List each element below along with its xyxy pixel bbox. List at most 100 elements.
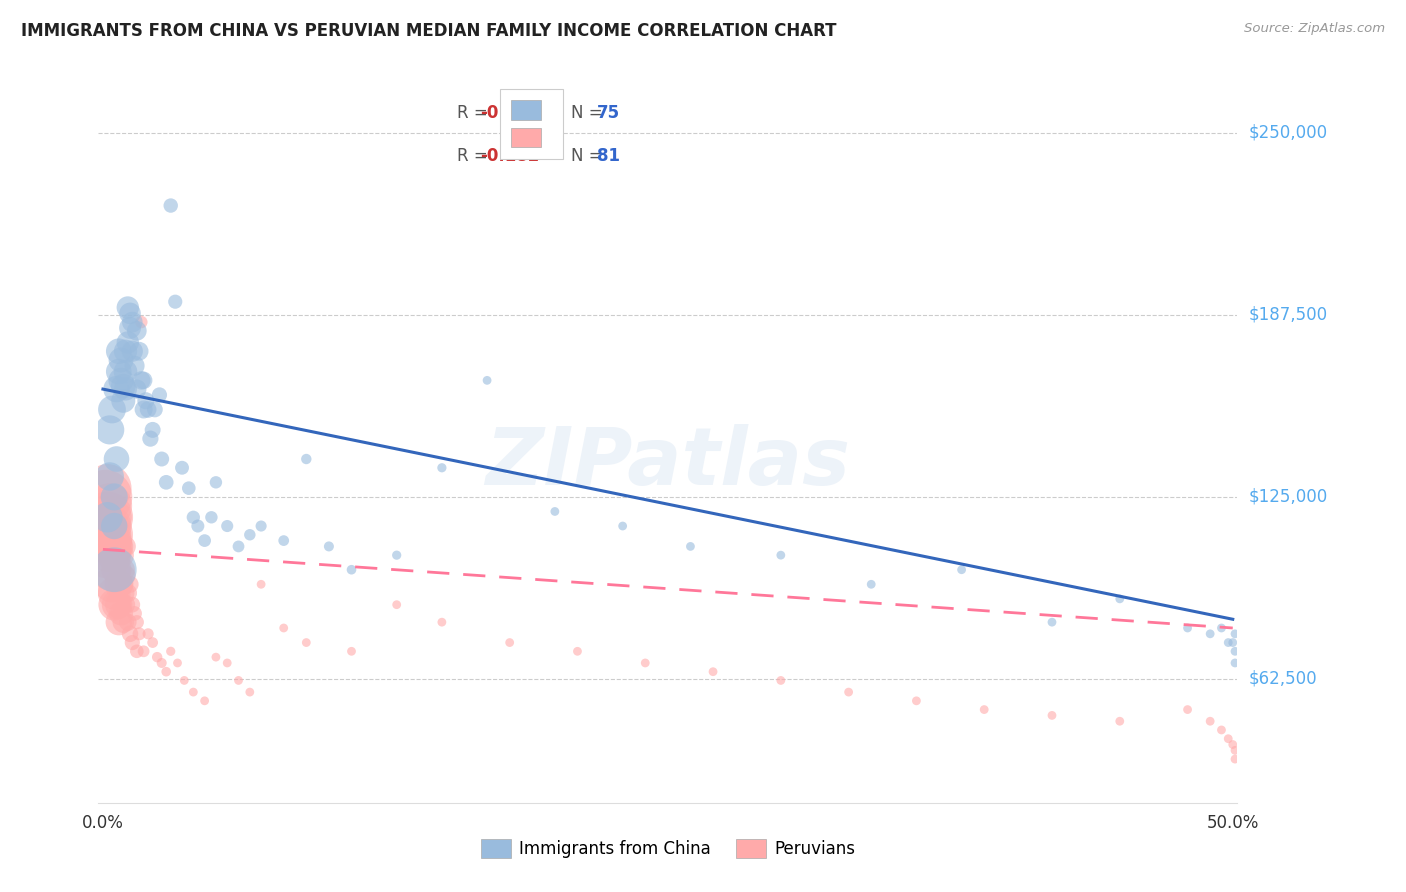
Point bbox=[114, 540, 136, 554]
Point bbox=[769, 548, 792, 562]
Point bbox=[132, 373, 155, 387]
Text: $250,000: $250,000 bbox=[1249, 124, 1327, 142]
Point bbox=[105, 533, 128, 548]
Point bbox=[114, 568, 136, 582]
Point bbox=[121, 598, 143, 612]
Point bbox=[101, 519, 124, 533]
Point bbox=[125, 324, 148, 338]
Point bbox=[128, 344, 150, 359]
Point bbox=[107, 615, 129, 630]
Point bbox=[973, 702, 995, 716]
Legend: Immigrants from China, Peruvians: Immigrants from China, Peruvians bbox=[472, 830, 863, 867]
Point bbox=[273, 533, 295, 548]
Point bbox=[105, 452, 128, 467]
Point bbox=[1211, 621, 1233, 635]
Point bbox=[679, 540, 702, 554]
Point bbox=[430, 615, 453, 630]
Point bbox=[107, 598, 129, 612]
Point bbox=[112, 586, 135, 600]
Point bbox=[136, 627, 159, 641]
Point bbox=[1222, 738, 1244, 752]
Point bbox=[155, 475, 177, 490]
Point bbox=[217, 656, 239, 670]
Point bbox=[107, 540, 129, 554]
Point bbox=[1223, 627, 1246, 641]
Point bbox=[205, 650, 228, 665]
Point bbox=[96, 510, 118, 524]
Point bbox=[98, 563, 121, 577]
Point bbox=[475, 373, 498, 387]
Text: R =: R = bbox=[457, 147, 494, 165]
Point bbox=[173, 673, 195, 688]
Point bbox=[155, 665, 177, 679]
Point bbox=[239, 685, 262, 699]
Point bbox=[194, 533, 217, 548]
Point bbox=[170, 460, 193, 475]
Point bbox=[131, 373, 153, 387]
Text: N =: N = bbox=[571, 147, 607, 165]
Point bbox=[125, 644, 148, 658]
Text: 75: 75 bbox=[598, 103, 620, 122]
Point bbox=[121, 315, 143, 329]
Point bbox=[1223, 656, 1246, 670]
Point bbox=[1040, 708, 1063, 723]
Point bbox=[98, 469, 121, 483]
Point bbox=[228, 540, 250, 554]
Point bbox=[150, 452, 173, 467]
Point bbox=[96, 510, 118, 524]
Point bbox=[228, 673, 250, 688]
Point bbox=[146, 650, 169, 665]
Point bbox=[142, 423, 165, 437]
Point bbox=[110, 607, 132, 621]
Point bbox=[950, 563, 973, 577]
Point bbox=[250, 519, 273, 533]
Point bbox=[273, 621, 295, 635]
Point bbox=[117, 586, 139, 600]
Point bbox=[183, 685, 205, 699]
Point bbox=[177, 481, 200, 495]
Point bbox=[1218, 635, 1240, 649]
Point bbox=[430, 460, 453, 475]
Point bbox=[101, 540, 124, 554]
Point bbox=[103, 548, 125, 562]
Point bbox=[1223, 644, 1246, 658]
Point bbox=[318, 540, 340, 554]
Point bbox=[1223, 752, 1246, 766]
Point bbox=[567, 644, 589, 658]
Point bbox=[125, 382, 148, 396]
Point bbox=[143, 402, 166, 417]
Point bbox=[838, 685, 860, 699]
Point bbox=[135, 393, 157, 408]
Point bbox=[1211, 723, 1233, 737]
Point bbox=[110, 353, 132, 368]
Point bbox=[120, 627, 141, 641]
Point bbox=[103, 510, 125, 524]
Point bbox=[101, 577, 124, 591]
Point bbox=[139, 432, 162, 446]
Text: 81: 81 bbox=[598, 147, 620, 165]
Point bbox=[107, 344, 129, 359]
Point bbox=[110, 548, 132, 562]
Point bbox=[98, 528, 121, 542]
Text: Source: ZipAtlas.com: Source: ZipAtlas.com bbox=[1244, 22, 1385, 36]
Point bbox=[385, 548, 408, 562]
Point bbox=[124, 359, 146, 373]
Point bbox=[110, 577, 132, 591]
Point bbox=[142, 635, 165, 649]
Point bbox=[121, 344, 143, 359]
Point bbox=[1199, 714, 1222, 729]
Point bbox=[1199, 627, 1222, 641]
Point bbox=[612, 519, 634, 533]
Point bbox=[702, 665, 724, 679]
Point bbox=[1177, 621, 1199, 635]
Text: -0.436: -0.436 bbox=[479, 103, 540, 122]
Point bbox=[499, 635, 522, 649]
Text: $62,500: $62,500 bbox=[1249, 670, 1317, 688]
Point bbox=[205, 475, 228, 490]
Point bbox=[132, 402, 155, 417]
Point bbox=[131, 315, 153, 329]
Point bbox=[1108, 591, 1130, 606]
Point bbox=[112, 379, 135, 393]
Point bbox=[96, 481, 118, 495]
Point bbox=[183, 510, 205, 524]
